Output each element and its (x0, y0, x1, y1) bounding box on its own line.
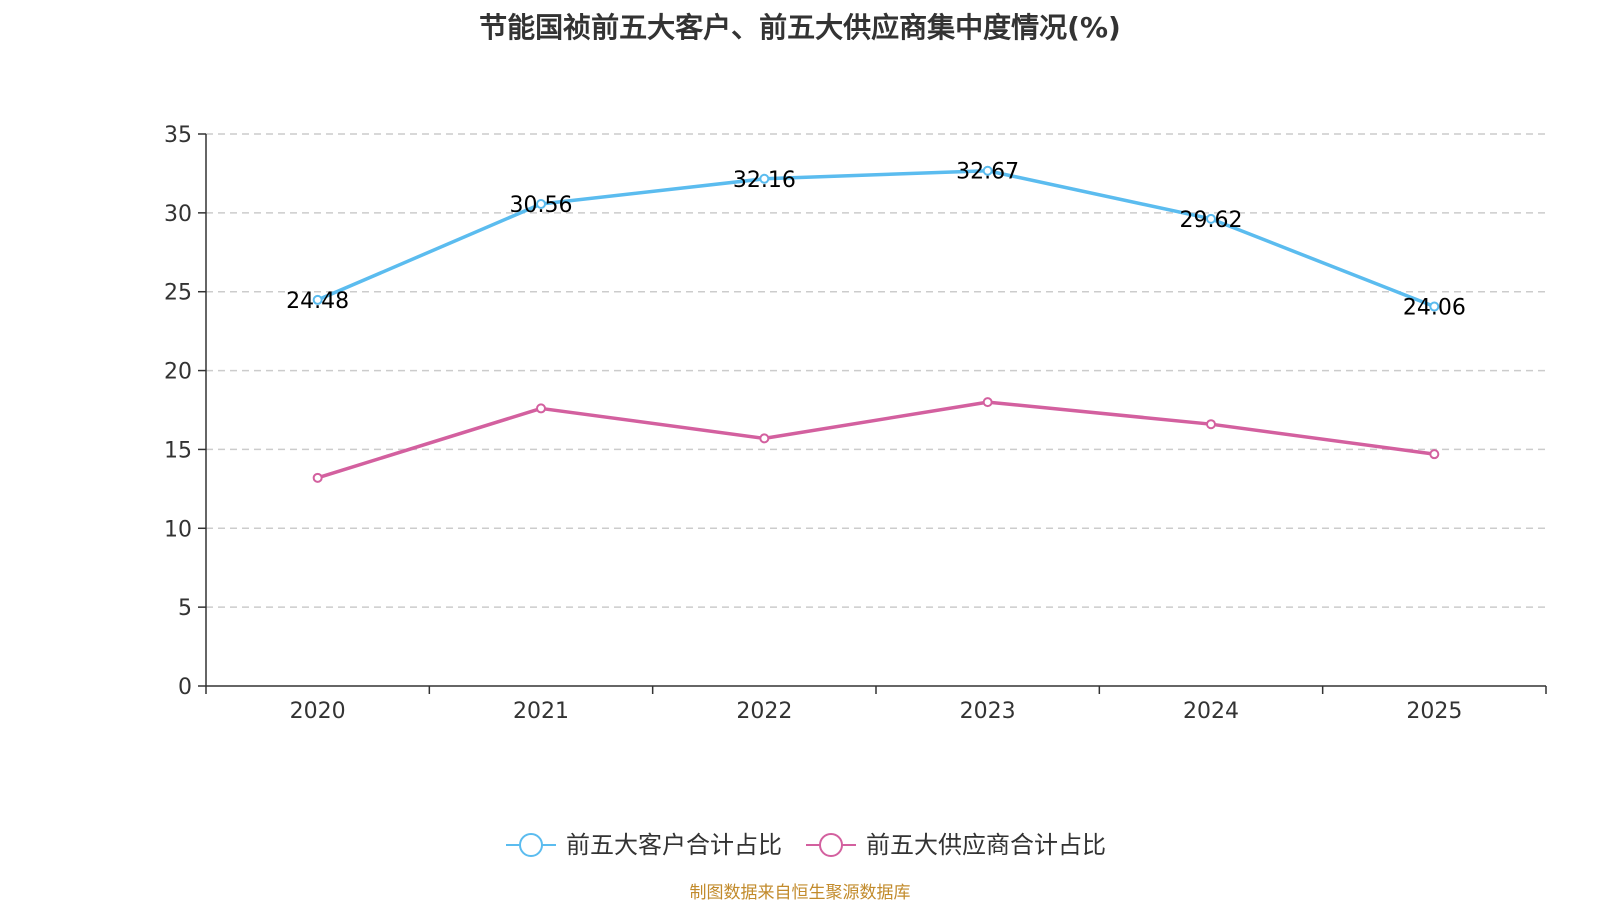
data-point (759, 433, 770, 444)
data-label: 24.06 (1403, 296, 1466, 321)
data-label: 29.62 (1180, 208, 1243, 233)
x-tick-label: 2020 (290, 699, 346, 724)
data-point (1206, 213, 1216, 224)
data-point (982, 165, 993, 176)
data-point (1206, 419, 1216, 430)
legend-label: 前五大供应商合计占比 (866, 831, 1106, 859)
legend-marker (519, 833, 543, 857)
legend: 前五大客户合计占比 前五大供应商合计占比 (506, 831, 1106, 859)
data-point (536, 199, 546, 210)
data-label: 24.48 (286, 289, 349, 314)
series-line-2 (317, 400, 1435, 480)
data-label: 32.67 (956, 160, 1019, 185)
y-tick-label: 5 (178, 596, 192, 621)
y-tick-label: 20 (164, 360, 192, 385)
data-point (312, 294, 323, 305)
x-tick-label: 2023 (960, 699, 1016, 724)
data-label: 30.56 (510, 193, 573, 218)
x-tick-label: 2024 (1183, 699, 1239, 724)
y-tick-label: 25 (164, 281, 192, 306)
series (312, 165, 1440, 483)
x-tick-label: 2022 (736, 699, 792, 724)
data-point (1429, 301, 1440, 312)
data-point (1429, 449, 1440, 460)
data-label: 32.16 (733, 168, 796, 193)
x-tick-label: 2021 (513, 699, 569, 724)
y-tick-label: 0 (178, 675, 192, 700)
chart-title: 节能国祯前五大客户、前五大供应商集中度情况(%) (479, 11, 1121, 44)
data-point (982, 397, 993, 408)
data-point (536, 403, 546, 414)
series-line-1 (316, 168, 1435, 309)
y-tick-label: 35 (164, 123, 192, 148)
y-tick-label: 30 (164, 202, 192, 227)
legend-label: 前五大客户合计占比 (566, 831, 782, 859)
data-point (759, 173, 770, 184)
x-tick-label: 2025 (1406, 699, 1462, 724)
data-labels: 24.48 30.56 32.16 32.67 29.62 24.06 (286, 160, 1466, 321)
y-tick-label: 15 (164, 438, 192, 463)
data-source-note: 制图数据来自恒生聚源数据库 (689, 883, 911, 903)
grid-lines (206, 133, 1546, 608)
y-tick-label: 10 (164, 517, 192, 542)
legend-marker (819, 833, 843, 857)
data-point (312, 472, 323, 483)
